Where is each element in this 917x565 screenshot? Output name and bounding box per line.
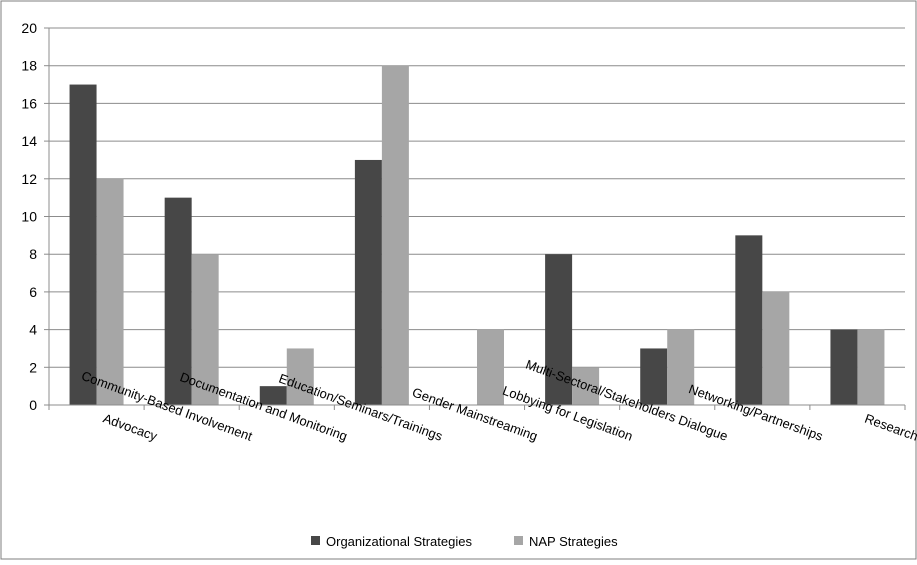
y-tick-label: 0 — [29, 397, 37, 413]
bar — [286, 348, 314, 405]
bar — [191, 254, 219, 405]
bar — [96, 178, 124, 405]
y-tick-label: 12 — [21, 171, 37, 187]
bar — [545, 254, 573, 405]
bar — [830, 329, 858, 405]
bar — [667, 329, 695, 405]
bar — [259, 386, 287, 405]
y-tick-label: 8 — [29, 246, 37, 262]
bar — [69, 84, 97, 406]
y-axis-tick-labels: 0 2 4 6 8 10 12 14 16 18 20 — [21, 20, 37, 413]
legend: Organizational Strategies NAP Strategies — [311, 534, 618, 549]
bar — [857, 329, 885, 405]
bar — [164, 197, 192, 405]
y-tick-label: 16 — [21, 95, 37, 111]
legend-label: Organizational Strategies — [326, 534, 472, 549]
y-tick-label: 20 — [21, 20, 37, 36]
y-tick-label: 6 — [29, 284, 37, 300]
bar — [735, 235, 763, 405]
bars — [69, 65, 885, 406]
y-tick-label: 4 — [29, 322, 37, 338]
legend-swatch — [514, 536, 523, 545]
bar — [381, 65, 409, 405]
bar — [477, 329, 504, 405]
legend-label: NAP Strategies — [529, 534, 618, 549]
y-tick-label: 14 — [21, 133, 37, 149]
bar — [354, 159, 382, 405]
bar — [640, 348, 668, 405]
y-tick-label: 2 — [29, 359, 37, 375]
axes — [48, 28, 906, 410]
y-tick-label: 18 — [21, 58, 37, 74]
legend-swatch — [311, 536, 320, 545]
bar — [762, 291, 790, 405]
y-tick-label: 10 — [21, 209, 37, 225]
bar — [572, 367, 600, 405]
